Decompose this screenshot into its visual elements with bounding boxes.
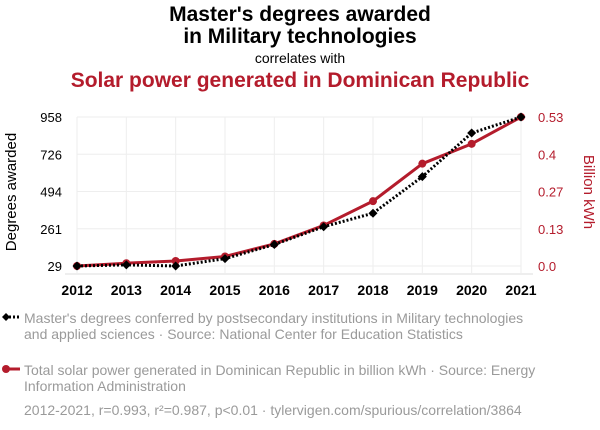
- data-point-solar: [369, 197, 377, 206]
- y-tick-label-right: 0.13: [538, 222, 563, 237]
- data-point-solar: [171, 256, 180, 265]
- y-tick-label-left: 958: [40, 110, 62, 125]
- chart-title-line-1: Master's degrees awarded: [169, 3, 431, 26]
- chart-title-line-3: Solar power generated in Dominican Repub…: [70, 69, 530, 92]
- legend-label-degrees: Master's degrees conferred by postsecond…: [24, 310, 524, 342]
- data-point-degrees: [269, 240, 279, 250]
- data-point-degrees: [220, 254, 230, 264]
- y-tick-label-left: 29: [48, 259, 62, 274]
- data-point-degrees: [467, 128, 477, 138]
- data-point-degrees: [368, 208, 378, 218]
- data-point-solar: [418, 159, 427, 168]
- legend-label-solar: Total solar power generated in Dominican…: [24, 362, 536, 394]
- y-tick-label-right: 0.27: [538, 185, 563, 200]
- x-tick-label: 2017: [308, 282, 339, 298]
- y-tick-label-left: 494: [40, 185, 62, 200]
- data-point-degrees: [516, 112, 526, 122]
- chart-title-line-2: in Military technologies: [183, 25, 417, 48]
- data-point-degrees: [417, 172, 427, 182]
- x-tick-label: 2021: [505, 282, 536, 298]
- data-point-degrees: [171, 261, 181, 271]
- series-layer: [72, 112, 526, 271]
- correlates-with-text: correlates with: [254, 50, 346, 66]
- data-point-degrees: [121, 260, 131, 270]
- x-tick-label: 2014: [160, 282, 191, 298]
- y-tick-label-right: 0.4: [538, 147, 556, 162]
- y-tick-label-left: 261: [40, 222, 62, 237]
- data-point-solar: [467, 139, 476, 148]
- x-tick-label: 2015: [209, 282, 240, 298]
- data-point-degrees: [72, 261, 82, 271]
- data-point-degrees: [319, 222, 329, 232]
- y-tick-label-right: 0.0: [538, 259, 556, 274]
- y-tick-label-right: 0.53: [538, 110, 563, 125]
- legend-marker-degrees: [2, 313, 10, 321]
- x-tick-label: 2020: [456, 282, 487, 298]
- x-tick-label: 2019: [407, 282, 438, 298]
- x-tick-label: 2012: [61, 282, 92, 298]
- x-tick-label: 2016: [259, 282, 290, 298]
- x-tick-label: 2013: [111, 282, 142, 298]
- grid-lines: [76, 116, 522, 273]
- series-line-solar: [76, 115, 522, 268]
- y-tick-label-left: 726: [40, 147, 62, 162]
- y-axis-title-right: Billion kWh: [580, 155, 597, 229]
- legend-marker-solar: [2, 365, 10, 373]
- series-line-degrees: [76, 115, 522, 268]
- y-axis-title-left: Degrees awarded: [3, 133, 20, 251]
- footer-stats: 2012-2021, r=0.993, r²=0.987, p<0.01 · t…: [24, 402, 522, 418]
- x-tick-label: 2018: [357, 282, 388, 298]
- axes: 29 0.0 261 0.13 494 0.27 726 0.4 958 0.53 2012 2013…: [3, 110, 597, 298]
- legend-icons: [2, 313, 20, 373]
